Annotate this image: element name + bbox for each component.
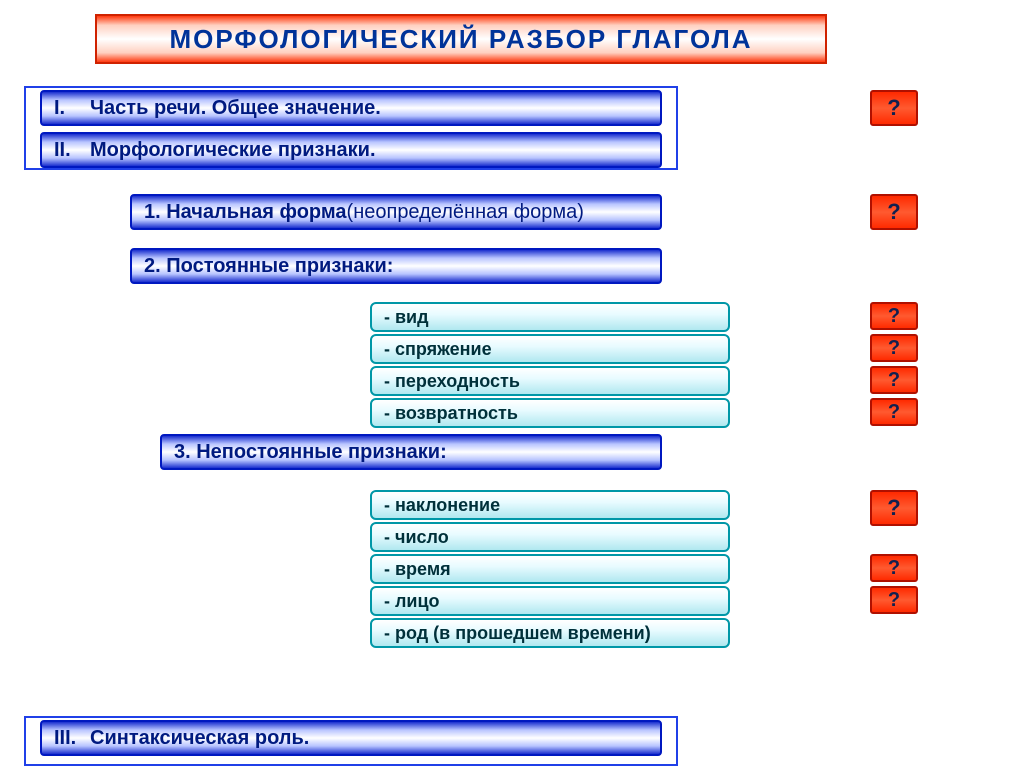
cyan-text: - вид bbox=[384, 307, 429, 328]
cyan-bar-c1: - вид bbox=[370, 302, 730, 332]
cyan-bar-c2: - спряжение bbox=[370, 334, 730, 364]
blue-bar-b3: 1. Начальная форма (неопределённая форма… bbox=[130, 194, 662, 230]
title-text: МОРФОЛОГИЧЕСКИЙ РАЗБОР ГЛАГОЛА bbox=[169, 24, 752, 55]
bar-text: 2. Постоянные признаки: bbox=[144, 255, 393, 278]
help-button-q4[interactable]: ? bbox=[870, 334, 918, 362]
bar-text: Синтаксическая роль. bbox=[90, 727, 309, 750]
bar-text: Часть речи. Общее значение. bbox=[90, 97, 381, 120]
blue-bar-b6: III.Синтаксическая роль. bbox=[40, 720, 662, 756]
cyan-text: - лицо bbox=[384, 591, 440, 612]
cyan-bar-c7: - время bbox=[370, 554, 730, 584]
help-button-q5[interactable]: ? bbox=[870, 366, 918, 394]
help-button-q3[interactable]: ? bbox=[870, 302, 918, 330]
cyan-text: - род (в прошедшем времени) bbox=[384, 623, 651, 644]
roman-numeral: II. bbox=[54, 139, 90, 162]
cyan-bar-c5: - наклонение bbox=[370, 490, 730, 520]
bar-text: 1. Начальная форма bbox=[144, 201, 347, 224]
cyan-bar-c3: - переходность bbox=[370, 366, 730, 396]
roman-numeral: I. bbox=[54, 97, 90, 120]
cyan-text: - переходность bbox=[384, 371, 520, 392]
bar-text: 3. Непостоянные признаки: bbox=[174, 441, 447, 464]
help-button-q9[interactable]: ? bbox=[870, 586, 918, 614]
bar-text: Морфологические признаки. bbox=[90, 139, 376, 162]
title-bar: МОРФОЛОГИЧЕСКИЙ РАЗБОР ГЛАГОЛА bbox=[95, 14, 827, 64]
cyan-bar-c8: - лицо bbox=[370, 586, 730, 616]
cyan-text: - наклонение bbox=[384, 495, 500, 516]
bar-note: (неопределённая форма) bbox=[347, 201, 584, 224]
blue-bar-b1: I.Часть речи. Общее значение. bbox=[40, 90, 662, 126]
cyan-bar-c9: - род (в прошедшем времени) bbox=[370, 618, 730, 648]
cyan-text: - время bbox=[384, 559, 451, 580]
cyan-text: - число bbox=[384, 527, 449, 548]
cyan-bar-c6: - число bbox=[370, 522, 730, 552]
help-button-q6[interactable]: ? bbox=[870, 398, 918, 426]
blue-bar-b4: 2. Постоянные признаки: bbox=[130, 248, 662, 284]
cyan-text: - спряжение bbox=[384, 339, 492, 360]
roman-numeral: III. bbox=[54, 727, 90, 750]
blue-bar-b2: II.Морфологические признаки. bbox=[40, 132, 662, 168]
help-button-q8[interactable]: ? bbox=[870, 554, 918, 582]
help-button-q7[interactable]: ? bbox=[870, 490, 918, 526]
blue-bar-b5: 3. Непостоянные признаки: bbox=[160, 434, 662, 470]
help-button-q1[interactable]: ? bbox=[870, 90, 918, 126]
help-button-q2[interactable]: ? bbox=[870, 194, 918, 230]
cyan-bar-c4: - возвратность bbox=[370, 398, 730, 428]
cyan-text: - возвратность bbox=[384, 403, 518, 424]
